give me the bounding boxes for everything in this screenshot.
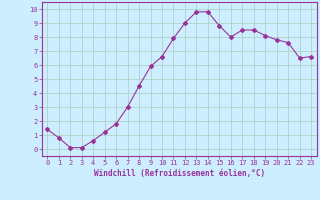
X-axis label: Windchill (Refroidissement éolien,°C): Windchill (Refroidissement éolien,°C) [94, 169, 265, 178]
